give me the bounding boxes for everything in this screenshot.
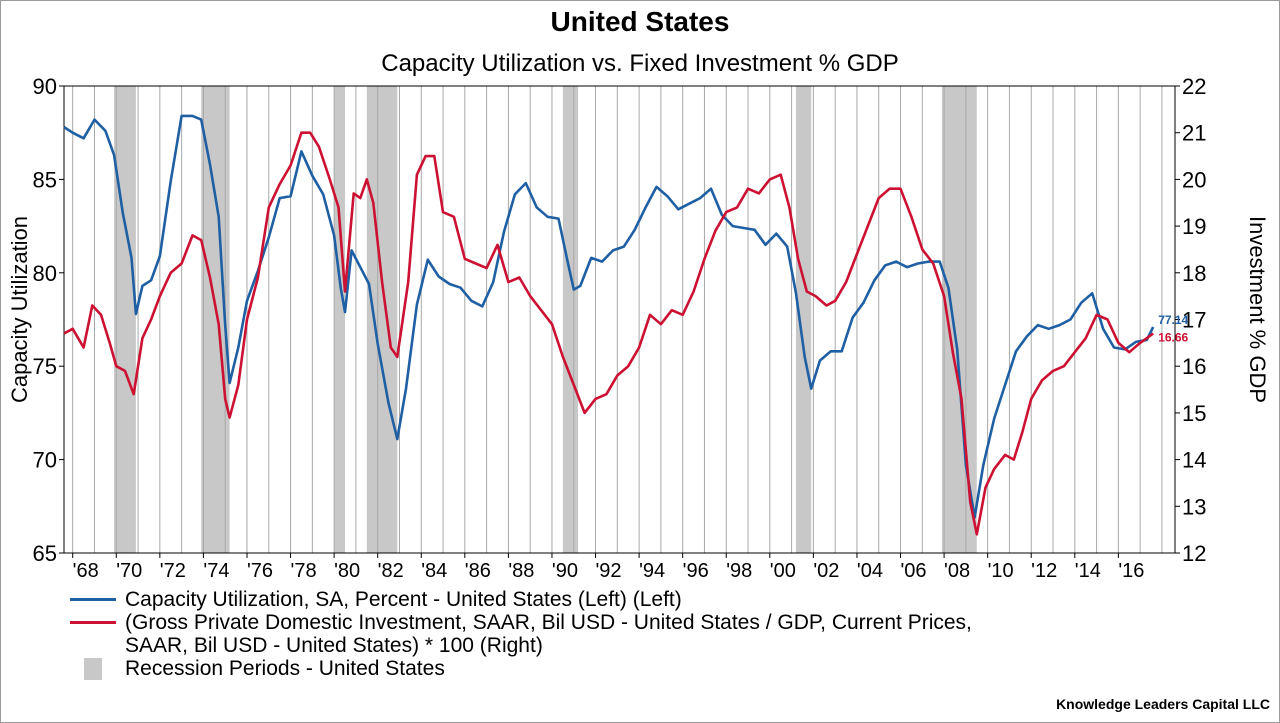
xtick-label-4: '76 <box>247 560 273 582</box>
recession-band-3 <box>366 86 398 553</box>
recession-band-2 <box>334 86 346 553</box>
xtick-label-7: '82 <box>378 560 404 582</box>
ytick-right-label-1: 13 <box>1182 494 1206 519</box>
xtick-label-23: '14 <box>1075 560 1101 582</box>
ytick-right-label-5: 17 <box>1182 308 1206 333</box>
xtick-label-18: '04 <box>857 560 883 582</box>
legend-label-recession: Recession Periods - United States <box>125 657 445 680</box>
recession-band-5 <box>795 86 812 553</box>
legend-swatch-capacity <box>70 598 116 601</box>
xtick-label-0: '68 <box>73 560 99 582</box>
ytick-right-label-10: 22 <box>1182 74 1206 99</box>
chart-subtitle: Capacity Utilization vs. Fixed Investmen… <box>381 50 899 77</box>
legend-swatch-investment <box>70 621 116 624</box>
series-last-value-label-1: 16.66 <box>1158 331 1188 345</box>
xtick-label-19: '06 <box>900 560 926 582</box>
ytick-right-label-6: 18 <box>1182 261 1206 286</box>
ytick-right-label-9: 21 <box>1182 121 1206 146</box>
xtick-label-15: '98 <box>726 560 752 582</box>
y-axis-right-title: Investment % GDP <box>1245 216 1270 403</box>
legend-label-capacity: Capacity Utilization, SA, Percent - Unit… <box>125 588 682 611</box>
ytick-right-label-0: 12 <box>1182 541 1206 566</box>
xtick-label-21: '10 <box>988 560 1014 582</box>
recession-band-4 <box>562 86 579 553</box>
ytick-right-label-2: 14 <box>1182 448 1206 473</box>
y-axis-left-title: Capacity Utilization <box>7 216 32 403</box>
xtick-label-3: '74 <box>203 560 229 582</box>
xtick-label-12: '92 <box>595 560 621 582</box>
xtick-label-2: '72 <box>160 560 186 582</box>
xtick-label-14: '96 <box>683 560 709 582</box>
legend-swatch-recession <box>84 658 102 680</box>
chart-title: United States <box>550 6 730 37</box>
series-line-1 <box>63 131 1154 536</box>
ytick-right-label-7: 19 <box>1182 214 1206 239</box>
xtick-label-13: '94 <box>639 560 665 582</box>
xtick-label-24: '16 <box>1118 560 1144 582</box>
xtick-label-20: '08 <box>944 560 970 582</box>
ytick-left-label-2: 75 <box>33 354 57 379</box>
xtick-label-22: '12 <box>1031 560 1057 582</box>
xtick-label-16: '00 <box>770 560 796 582</box>
xtick-label-6: '80 <box>334 560 360 582</box>
ytick-right-label-4: 16 <box>1182 354 1206 379</box>
xtick-label-11: '90 <box>552 560 578 582</box>
ytick-left-label-3: 80 <box>33 261 57 286</box>
ytick-left-label-5: 90 <box>33 74 57 99</box>
ytick-left-label-0: 65 <box>33 541 57 566</box>
xtick-label-1: '70 <box>116 560 142 582</box>
xtick-label-5: '78 <box>291 560 317 582</box>
plot-border <box>63 85 1176 554</box>
xtick-label-9: '86 <box>465 560 491 582</box>
recession-band-0 <box>114 86 136 553</box>
xtick-label-10: '88 <box>508 560 534 582</box>
ytick-right-label-8: 20 <box>1182 167 1206 192</box>
series-last-value-label-0: 77.14 <box>1158 313 1188 327</box>
xtick-label-8: '84 <box>421 560 447 582</box>
legend-label-investment: (Gross Private Domestic Investment, SAAR… <box>125 611 972 634</box>
ytick-left-label-4: 85 <box>33 167 57 192</box>
xtick-label-17: '02 <box>813 560 839 582</box>
source-credit: Knowledge Leaders Capital LLC <box>1056 696 1270 712</box>
ytick-right-label-3: 15 <box>1182 401 1206 426</box>
legend-label-investment-cont: SAAR, Bil USD - United States) * 100 (Ri… <box>125 634 543 657</box>
ytick-left-label-1: 70 <box>33 448 57 473</box>
